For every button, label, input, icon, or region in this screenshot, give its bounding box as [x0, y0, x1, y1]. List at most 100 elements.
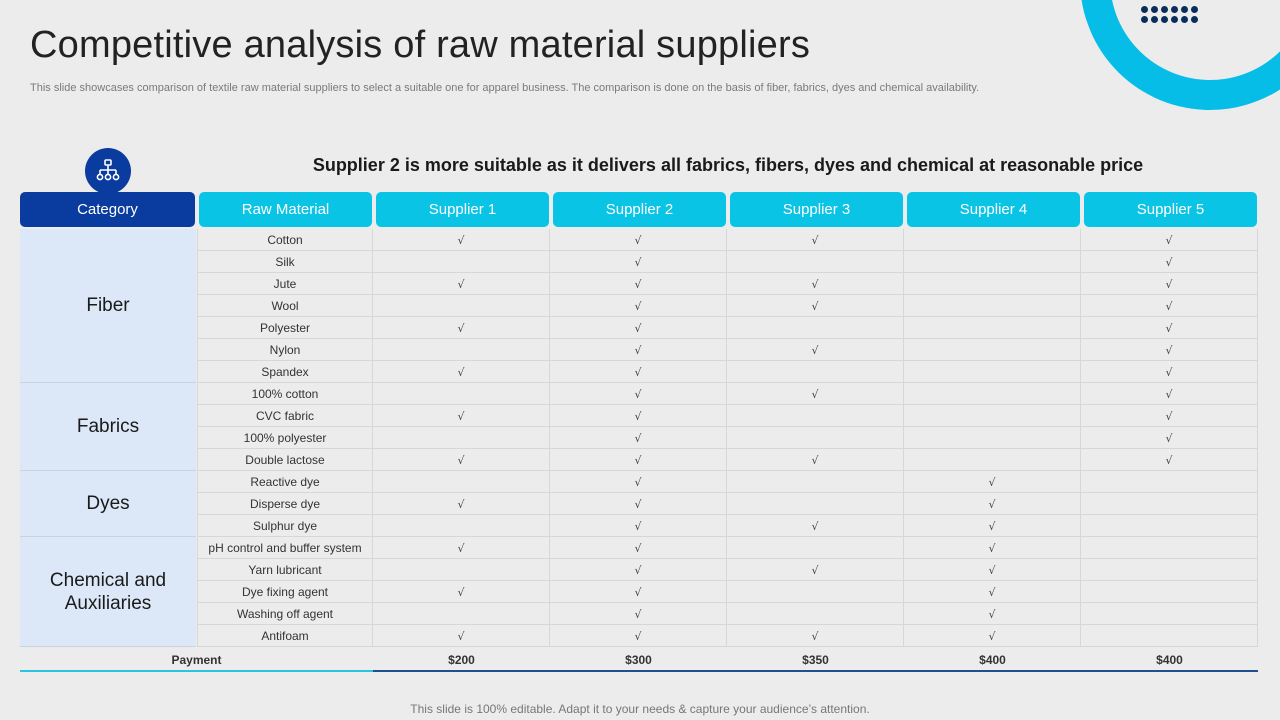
- check-icon: √: [634, 233, 642, 247]
- supplier-3-cell: [727, 603, 904, 625]
- supplier-2-cell: √: [550, 361, 727, 383]
- check-icon: √: [811, 387, 819, 401]
- supplier-4-cell: [904, 273, 1081, 295]
- check-icon: √: [457, 585, 465, 599]
- supplier-2-cell: √: [550, 537, 727, 559]
- supplier-5-cell: [1081, 515, 1258, 537]
- raw-material-cell: Disperse dye: [197, 493, 373, 515]
- check-icon: √: [634, 299, 642, 313]
- supplier-5-cell: [1081, 559, 1258, 581]
- check-icon: √: [1165, 365, 1173, 379]
- supplier-2-cell: √: [550, 405, 727, 427]
- supplier-5-cell: [1081, 581, 1258, 603]
- supplier-2-cell: √: [550, 493, 727, 515]
- supplier-5-cell: √: [1081, 427, 1258, 449]
- payment-supplier-1: $200: [448, 653, 475, 667]
- supplier-3-cell: √: [727, 625, 904, 647]
- supplier-4-cell: [904, 229, 1081, 251]
- supplier-5-cell: √: [1081, 295, 1258, 317]
- supplier-1-cell: [373, 383, 550, 405]
- supplier-1-cell: √: [373, 361, 550, 383]
- payment-supplier-5: $400: [1156, 653, 1183, 667]
- supplier-3-cell: [727, 427, 904, 449]
- check-icon: √: [634, 607, 642, 621]
- check-icon: √: [457, 409, 465, 423]
- check-icon: √: [634, 277, 642, 291]
- table-row: 100% cotton √ √ √: [197, 383, 1258, 405]
- check-icon: √: [634, 497, 642, 511]
- check-icon: √: [811, 343, 819, 357]
- table-row: Double lactose √ √ √ √: [197, 449, 1258, 471]
- raw-material-cell: Jute: [197, 273, 373, 295]
- check-icon: √: [634, 431, 642, 445]
- check-icon: √: [634, 255, 642, 269]
- check-icon: √: [988, 497, 996, 511]
- check-icon: √: [634, 585, 642, 599]
- table-row: CVC fabric √ √ √: [197, 405, 1258, 427]
- raw-material-cell: 100% cotton: [197, 383, 373, 405]
- check-icon: √: [811, 519, 819, 533]
- supplier-3-cell: √: [727, 383, 904, 405]
- supplier-4-cell: √: [904, 603, 1081, 625]
- supplier-1-cell: √: [373, 493, 550, 515]
- check-icon: √: [1165, 299, 1173, 313]
- table-row: Silk √ √: [197, 251, 1258, 273]
- table-row: Jute √ √ √ √: [197, 273, 1258, 295]
- supplier-3-cell: √: [727, 229, 904, 251]
- supplier-2-cell: √: [550, 515, 727, 537]
- header-category: Category: [20, 192, 195, 227]
- supplier-3-cell: [727, 317, 904, 339]
- check-icon: √: [1165, 277, 1173, 291]
- check-icon: √: [988, 563, 996, 577]
- supplier-5-cell: [1081, 537, 1258, 559]
- supplier-4-cell: [904, 361, 1081, 383]
- check-icon: √: [634, 365, 642, 379]
- raw-material-cell: 100% polyester: [197, 427, 373, 449]
- raw-material-cell: pH control and buffer system: [197, 537, 373, 559]
- table-row: Washing off agent √ √: [197, 603, 1258, 625]
- raw-material-cell: Sulphur dye: [197, 515, 373, 537]
- headline: Supplier 2 is more suitable as it delive…: [312, 155, 1144, 175]
- payment-underline: [20, 670, 373, 672]
- supplier-5-cell: √: [1081, 383, 1258, 405]
- supplier-4-cell: [904, 383, 1081, 405]
- supplier-3-cell: [727, 405, 904, 427]
- supplier-3-cell: √: [727, 559, 904, 581]
- raw-material-cell: CVC fabric: [197, 405, 373, 427]
- supplier-2-cell: √: [550, 471, 727, 493]
- table-row: Wool √ √ √: [197, 295, 1258, 317]
- check-icon: √: [988, 607, 996, 621]
- check-icon: √: [1165, 431, 1173, 445]
- supplier-5-cell: √: [1081, 405, 1258, 427]
- supplier-4-cell: [904, 295, 1081, 317]
- table-row: Spandex √ √ √: [197, 361, 1258, 383]
- check-icon: √: [811, 277, 819, 291]
- raw-material-cell: Reactive dye: [197, 471, 373, 493]
- check-icon: √: [457, 233, 465, 247]
- raw-material-cell: Wool: [197, 295, 373, 317]
- check-icon: √: [1165, 255, 1173, 269]
- supplier-1-cell: √: [373, 317, 550, 339]
- supplier-3-cell: [727, 537, 904, 559]
- header-supplier-2: Supplier 2: [553, 192, 726, 227]
- check-icon: √: [811, 629, 819, 643]
- check-icon: √: [634, 387, 642, 401]
- supplier-5-cell: [1081, 603, 1258, 625]
- supplier-1-cell: [373, 251, 550, 273]
- check-icon: √: [634, 629, 642, 643]
- supplier-5-cell: √: [1081, 229, 1258, 251]
- header-supplier-5: Supplier 5: [1084, 192, 1257, 227]
- supplier-5-cell: √: [1081, 361, 1258, 383]
- table-row: Antifoam √ √ √ √: [197, 625, 1258, 647]
- check-icon: √: [634, 409, 642, 423]
- supplier-2-cell: √: [550, 625, 727, 647]
- check-icon: √: [634, 541, 642, 555]
- raw-material-cell: Dye fixing agent: [197, 581, 373, 603]
- table-row: Sulphur dye √ √ √: [197, 515, 1258, 537]
- supplier-2-cell: √: [550, 295, 727, 317]
- supplier-1-cell: √: [373, 537, 550, 559]
- check-icon: √: [811, 233, 819, 247]
- check-icon: √: [988, 629, 996, 643]
- supplier-5-cell: √: [1081, 449, 1258, 471]
- check-icon: √: [811, 299, 819, 313]
